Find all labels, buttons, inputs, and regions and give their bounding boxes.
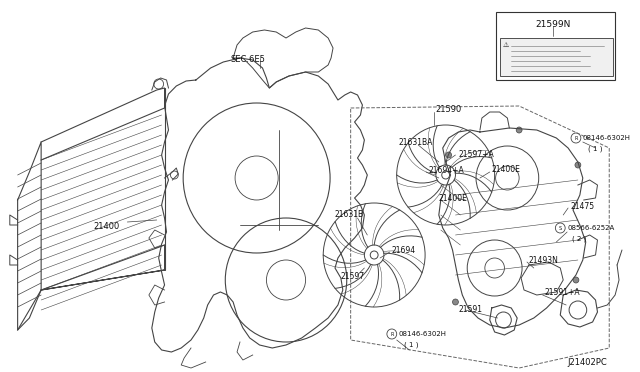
Text: 21694+A: 21694+A bbox=[428, 166, 464, 175]
Text: 08146-6302H: 08146-6302H bbox=[583, 135, 631, 141]
Circle shape bbox=[575, 162, 581, 168]
Text: 21599N: 21599N bbox=[536, 20, 571, 29]
Text: 21591+A: 21591+A bbox=[545, 288, 580, 297]
Circle shape bbox=[445, 152, 452, 158]
Text: 21590: 21590 bbox=[436, 105, 462, 114]
Text: ⚠: ⚠ bbox=[502, 42, 509, 48]
Text: 21694: 21694 bbox=[392, 246, 416, 255]
Text: 21597: 21597 bbox=[341, 272, 365, 281]
Text: R: R bbox=[574, 135, 578, 141]
Text: 21631B: 21631B bbox=[335, 210, 364, 219]
Text: 21400E: 21400E bbox=[439, 194, 468, 203]
Text: 21631BA: 21631BA bbox=[399, 138, 433, 147]
Circle shape bbox=[573, 277, 579, 283]
Text: 08146-6302H: 08146-6302H bbox=[399, 331, 447, 337]
Text: 21493N: 21493N bbox=[529, 256, 559, 265]
Text: ( 1 ): ( 1 ) bbox=[404, 341, 418, 347]
Text: 21400: 21400 bbox=[93, 222, 119, 231]
Bar bbox=[495, 12, 615, 80]
Bar bbox=[500, 38, 613, 76]
Text: J21402PC: J21402PC bbox=[568, 358, 607, 367]
Text: 21400E: 21400E bbox=[492, 165, 520, 174]
Text: 21597+A: 21597+A bbox=[458, 150, 494, 159]
Text: R: R bbox=[390, 331, 394, 337]
Text: ( 2 ): ( 2 ) bbox=[572, 235, 586, 241]
Text: 08566-6252A: 08566-6252A bbox=[567, 225, 614, 231]
Text: 21591: 21591 bbox=[458, 305, 483, 314]
Text: 21475: 21475 bbox=[570, 202, 594, 211]
Text: SEC.6E5: SEC.6E5 bbox=[230, 55, 265, 64]
Text: ( 1 ): ( 1 ) bbox=[588, 145, 602, 151]
Text: S: S bbox=[559, 225, 562, 231]
Circle shape bbox=[516, 127, 522, 133]
Circle shape bbox=[452, 299, 458, 305]
